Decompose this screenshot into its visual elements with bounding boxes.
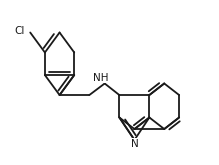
Text: N: N <box>131 139 138 148</box>
Text: Cl: Cl <box>14 26 25 35</box>
Text: NH: NH <box>93 73 108 82</box>
